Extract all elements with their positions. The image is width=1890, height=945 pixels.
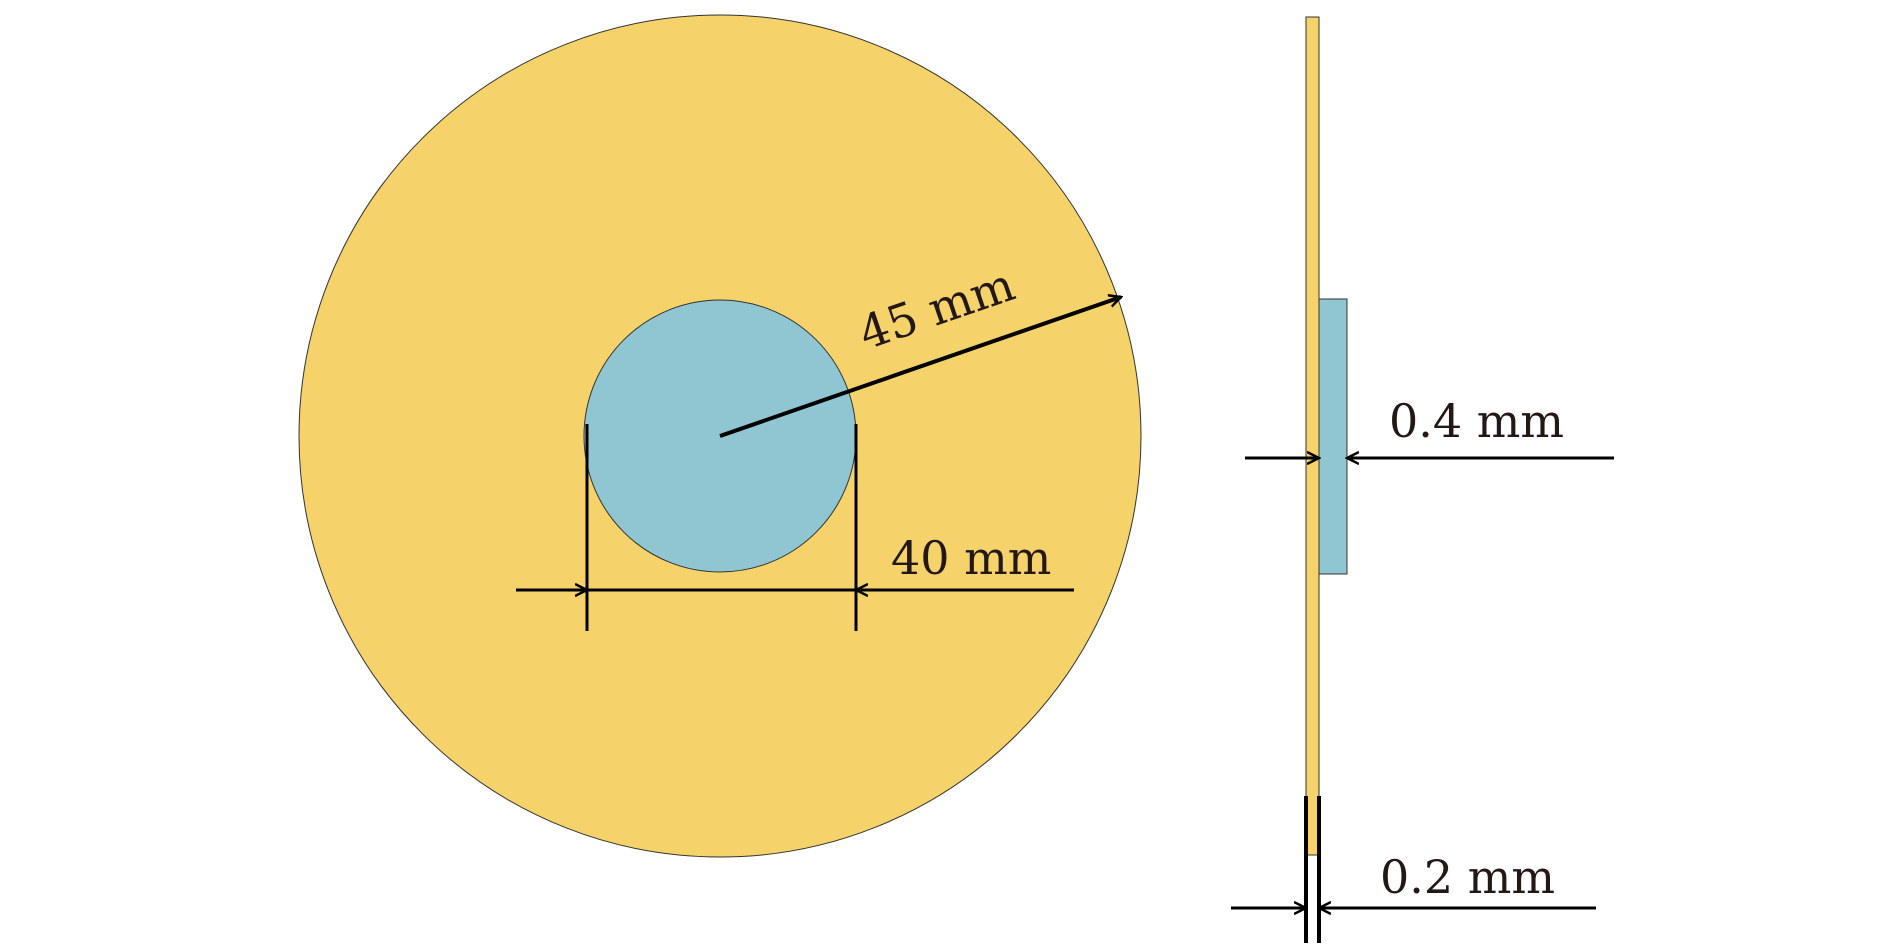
- diameter-label: 40 mm: [891, 531, 1051, 585]
- patch-thickness-label: 0.4 mm: [1389, 394, 1564, 448]
- disk-side: [1305, 16, 1320, 856]
- disk-thickness-label: 0.2 mm: [1380, 850, 1555, 904]
- radius-arrow: [719, 297, 1121, 438]
- patch-side: [1318, 298, 1348, 575]
